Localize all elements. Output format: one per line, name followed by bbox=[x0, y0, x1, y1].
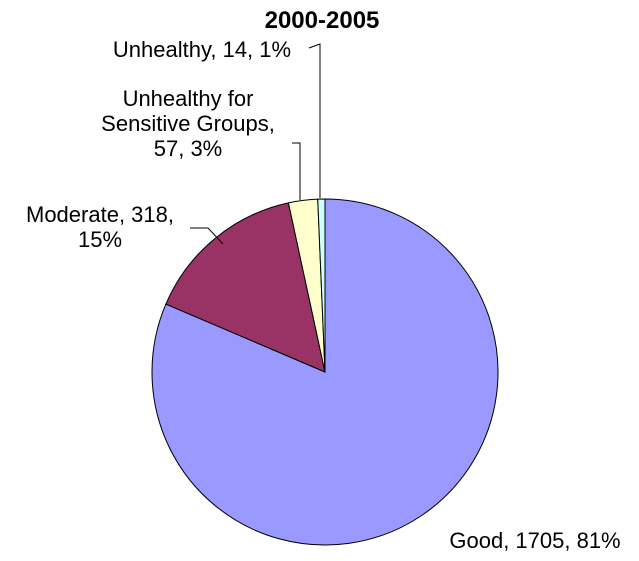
slice-label-line: 15% bbox=[78, 227, 122, 252]
slice-label-good: Good, 1705, 81% bbox=[449, 528, 620, 553]
leader-line-moderate bbox=[190, 227, 224, 245]
slice-label-unhealthy-for-sensitive-groups: Unhealthy for Sensitive Groups, 57, 3% bbox=[101, 86, 275, 161]
slice-label-line: Unhealthy for bbox=[123, 86, 254, 111]
leader-line-unhealthy bbox=[308, 43, 321, 198]
pie-slice-moderate bbox=[165, 202, 326, 373]
slice-label-unhealthy: Unhealthy, 14, 1% bbox=[113, 37, 291, 62]
slice-label-line: Good, 1705, 81% bbox=[449, 528, 620, 553]
pie-slices bbox=[151, 198, 499, 546]
slice-label-moderate: Moderate, 318, 15% bbox=[26, 202, 174, 252]
slice-label-line: Moderate, 318, bbox=[26, 202, 174, 227]
pie-slice-unhealthy bbox=[317, 198, 326, 373]
slice-label-line: 57, 3% bbox=[154, 136, 223, 161]
slice-labels: Good, 1705, 81% Moderate, 318, 15% Unhealth… bbox=[26, 37, 621, 553]
leader-line-unhealthy-for-sensitive-groups bbox=[292, 142, 301, 200]
chart-title: 2000-2005 bbox=[265, 7, 380, 34]
slice-label-line: Unhealthy, 14, 1% bbox=[113, 37, 291, 62]
slice-label-line: Sensitive Groups, bbox=[101, 111, 275, 136]
